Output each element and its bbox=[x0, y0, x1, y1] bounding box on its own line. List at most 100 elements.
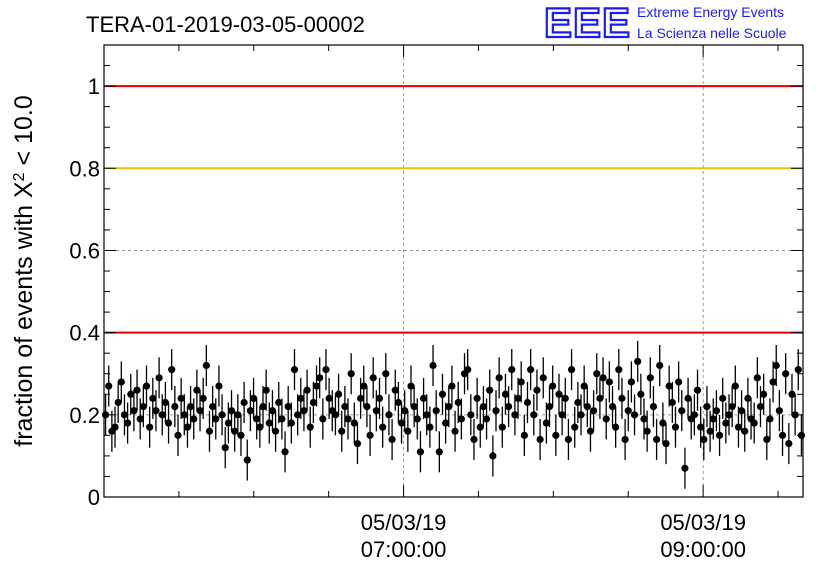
data-marker bbox=[375, 394, 384, 402]
data-marker bbox=[785, 439, 793, 448]
data-point bbox=[454, 381, 462, 424]
data-marker bbox=[350, 419, 358, 427]
data-point bbox=[693, 369, 702, 411]
data-marker bbox=[180, 411, 188, 419]
data-point bbox=[177, 377, 185, 419]
data-marker bbox=[690, 411, 698, 419]
data-point bbox=[533, 369, 541, 411]
data-point bbox=[290, 349, 299, 391]
data-marker bbox=[715, 431, 724, 439]
data-point bbox=[775, 390, 783, 432]
data-point bbox=[161, 381, 169, 424]
data-point bbox=[505, 386, 513, 428]
data-point bbox=[205, 410, 214, 452]
data-marker bbox=[413, 415, 421, 423]
data-marker bbox=[388, 435, 396, 444]
data-marker bbox=[586, 427, 595, 435]
data-point bbox=[231, 410, 239, 452]
data-marker bbox=[734, 423, 743, 431]
data-marker bbox=[574, 398, 582, 407]
data-point bbox=[407, 365, 415, 407]
data-point bbox=[338, 410, 346, 452]
data-point bbox=[731, 365, 739, 407]
data-point bbox=[523, 381, 532, 424]
data-point bbox=[715, 414, 724, 456]
data-point bbox=[256, 406, 264, 448]
data-marker bbox=[489, 452, 497, 460]
data-marker bbox=[205, 427, 214, 435]
x-tick-label-date: 05/03/19 bbox=[361, 510, 447, 535]
data-point bbox=[234, 394, 242, 436]
data-marker bbox=[183, 423, 192, 431]
data-marker bbox=[482, 415, 491, 423]
data-marker bbox=[599, 374, 607, 382]
data-marker bbox=[486, 386, 494, 394]
y-axis-label-text: fraction of events with X2 < 10.0 bbox=[10, 95, 38, 446]
data-marker bbox=[738, 407, 746, 415]
data-marker bbox=[249, 394, 258, 402]
data-marker bbox=[278, 415, 286, 423]
data-marker bbox=[706, 427, 714, 435]
data-point bbox=[435, 431, 443, 473]
data-marker bbox=[177, 394, 185, 402]
data-point bbox=[593, 353, 601, 395]
data-point bbox=[155, 357, 163, 399]
data-marker bbox=[209, 403, 217, 411]
data-point bbox=[646, 357, 654, 399]
data-marker bbox=[511, 411, 519, 419]
data-point bbox=[750, 402, 758, 444]
data-point bbox=[549, 365, 557, 407]
data-point bbox=[174, 414, 182, 456]
data-point bbox=[457, 398, 465, 440]
y-tick-label: 0.8 bbox=[69, 156, 100, 181]
data-marker bbox=[312, 382, 321, 390]
data-point bbox=[117, 361, 125, 403]
y-tick-label: 0.6 bbox=[69, 238, 100, 263]
data-point bbox=[788, 373, 796, 415]
data-point bbox=[347, 353, 355, 395]
data-point bbox=[489, 435, 497, 477]
data-marker bbox=[608, 403, 617, 411]
data-marker bbox=[419, 394, 428, 402]
data-marker bbox=[646, 374, 654, 382]
data-point bbox=[451, 410, 459, 452]
data-marker bbox=[231, 427, 239, 435]
data-point bbox=[552, 414, 560, 456]
data-marker bbox=[605, 378, 613, 386]
data-marker bbox=[668, 398, 676, 407]
data-marker bbox=[272, 427, 280, 435]
data-point bbox=[303, 369, 311, 411]
data-point bbox=[671, 406, 680, 448]
data-point bbox=[643, 410, 651, 452]
data-point bbox=[738, 390, 746, 432]
data-point bbox=[492, 390, 500, 432]
data-point bbox=[215, 365, 223, 407]
data-marker bbox=[697, 423, 705, 431]
data-point bbox=[612, 406, 620, 448]
data-marker bbox=[281, 448, 289, 456]
data-marker bbox=[558, 411, 566, 419]
data-point bbox=[561, 377, 569, 419]
data-point bbox=[309, 381, 317, 424]
data-point bbox=[227, 390, 236, 432]
data-point bbox=[385, 394, 393, 436]
data-marker bbox=[174, 431, 182, 439]
data-marker bbox=[114, 398, 122, 407]
data-point bbox=[379, 406, 387, 448]
data-point bbox=[586, 410, 595, 452]
data-point bbox=[555, 373, 563, 415]
data-point bbox=[794, 349, 802, 391]
data-point bbox=[712, 390, 721, 432]
data-marker bbox=[728, 403, 736, 411]
data-point bbox=[243, 439, 251, 481]
data-point bbox=[366, 414, 374, 456]
data-point bbox=[142, 365, 151, 407]
data-point bbox=[782, 353, 790, 395]
data-marker bbox=[142, 382, 151, 390]
data-marker bbox=[760, 390, 768, 398]
data-marker bbox=[224, 419, 232, 427]
data-marker bbox=[426, 423, 434, 431]
data-point bbox=[722, 402, 730, 444]
data-marker bbox=[300, 407, 308, 415]
data-marker bbox=[750, 419, 758, 427]
